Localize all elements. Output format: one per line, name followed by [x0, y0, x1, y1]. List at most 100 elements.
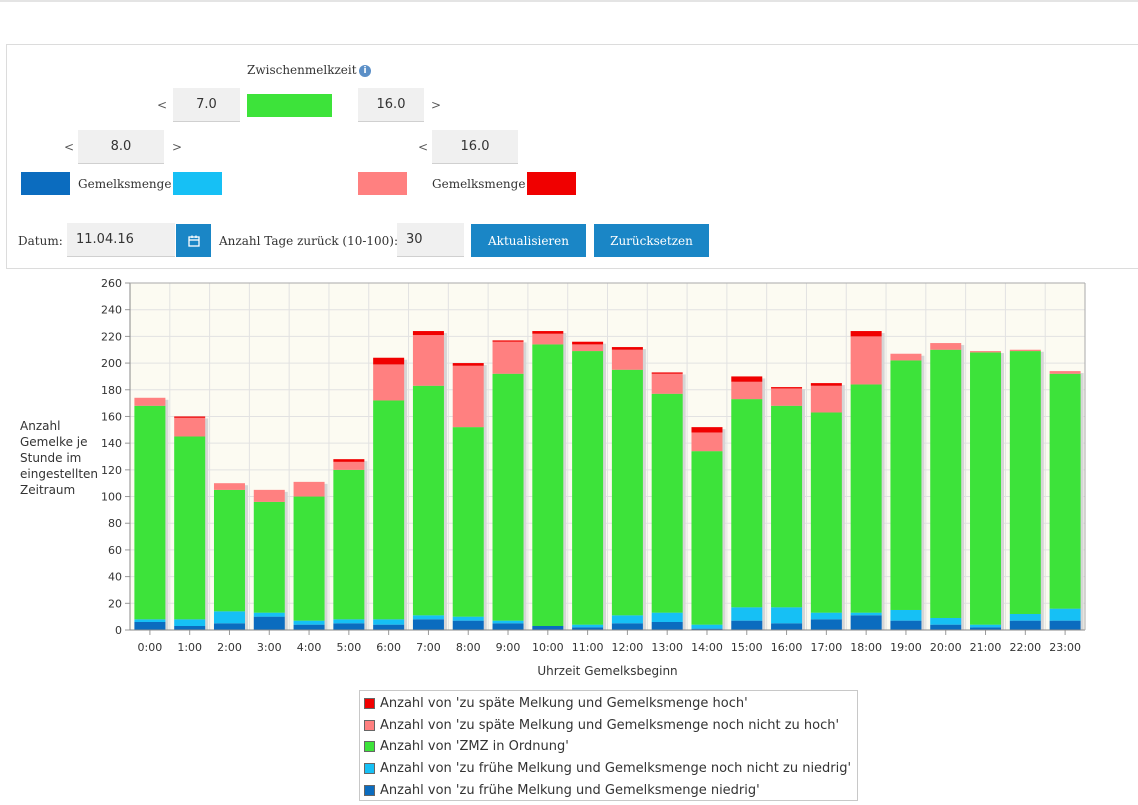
bar-segment[interactable]: [452, 620, 484, 630]
bar-segment[interactable]: [412, 335, 444, 386]
bar-segment[interactable]: [1049, 620, 1081, 630]
bar-segment[interactable]: [970, 351, 1002, 353]
zmz-low-input[interactable]: [173, 88, 240, 122]
bar-segment[interactable]: [890, 353, 922, 361]
bar-segment[interactable]: [771, 623, 803, 630]
bar-segment[interactable]: [1049, 608, 1081, 621]
bar-segment[interactable]: [651, 372, 683, 374]
bar-segment[interactable]: [412, 615, 444, 620]
bar-segment[interactable]: [253, 501, 285, 613]
bar-segment[interactable]: [293, 624, 325, 630]
calendar-button[interactable]: [176, 224, 211, 257]
bar-segment[interactable]: [810, 383, 842, 386]
bar-segment[interactable]: [373, 357, 405, 365]
bar-segment[interactable]: [492, 341, 524, 374]
bar-segment[interactable]: [1009, 613, 1041, 621]
bar-segment[interactable]: [731, 376, 763, 382]
amt-high-input[interactable]: [432, 130, 518, 164]
bar-segment[interactable]: [373, 364, 405, 401]
bar-segment[interactable]: [452, 427, 484, 617]
bar-segment[interactable]: [611, 623, 643, 630]
bar-segment[interactable]: [452, 363, 484, 366]
bar-segment[interactable]: [611, 369, 643, 616]
legend-item[interactable]: Anzahl von 'ZMZ in Ordnung': [364, 736, 853, 758]
bar-segment[interactable]: [810, 385, 842, 413]
bar-segment[interactable]: [174, 416, 206, 418]
bar-segment[interactable]: [810, 412, 842, 613]
bar-segment[interactable]: [731, 620, 763, 630]
bar-segment[interactable]: [572, 624, 604, 628]
bar-segment[interactable]: [532, 331, 564, 334]
bar-segment[interactable]: [1009, 351, 1041, 614]
days-input[interactable]: [397, 223, 464, 257]
bar-segment[interactable]: [691, 628, 723, 630]
bar-segment[interactable]: [1009, 620, 1041, 630]
bar-segment[interactable]: [810, 612, 842, 620]
bar-segment[interactable]: [850, 612, 882, 616]
bar-segment[interactable]: [293, 496, 325, 621]
bar-segment[interactable]: [810, 619, 842, 630]
bar-segment[interactable]: [373, 619, 405, 625]
bar-segment[interactable]: [293, 481, 325, 497]
bar-segment[interactable]: [771, 607, 803, 624]
bar-segment[interactable]: [532, 344, 564, 626]
update-button[interactable]: Aktualisieren: [471, 224, 586, 257]
bar-segment[interactable]: [572, 627, 604, 630]
bar-segment[interactable]: [771, 388, 803, 406]
bar-segment[interactable]: [731, 399, 763, 608]
bar-segment[interactable]: [213, 483, 245, 490]
bar-segment[interactable]: [970, 627, 1002, 630]
legend-item[interactable]: Anzahl von 'zu späte Melkung und Gemelks…: [364, 693, 853, 715]
bar-segment[interactable]: [850, 615, 882, 630]
bar-segment[interactable]: [174, 417, 206, 437]
bar-segment[interactable]: [771, 387, 803, 389]
bar-segment[interactable]: [930, 617, 962, 625]
bar-segment[interactable]: [253, 489, 285, 502]
date-input[interactable]: [67, 223, 175, 257]
bar-segment[interactable]: [134, 405, 166, 620]
bar-segment[interactable]: [134, 621, 166, 630]
bar-segment[interactable]: [691, 624, 723, 629]
bar-segment[interactable]: [1009, 349, 1041, 352]
bar-segment[interactable]: [412, 331, 444, 336]
bar-segment[interactable]: [930, 349, 962, 618]
bar-segment[interactable]: [373, 400, 405, 620]
bar-segment[interactable]: [452, 365, 484, 428]
bar-segment[interactable]: [572, 344, 604, 352]
bar-segment[interactable]: [731, 381, 763, 400]
bar-segment[interactable]: [572, 351, 604, 625]
bar-segment[interactable]: [611, 615, 643, 624]
bar-segment[interactable]: [1049, 371, 1081, 374]
bar-segment[interactable]: [134, 397, 166, 406]
bar-segment[interactable]: [930, 343, 962, 350]
reset-button[interactable]: Zurücksetzen: [594, 224, 709, 257]
bar-segment[interactable]: [691, 427, 723, 433]
bar-segment[interactable]: [134, 619, 166, 622]
bar-segment[interactable]: [333, 469, 365, 620]
bar-segment[interactable]: [253, 612, 285, 617]
bar-segment[interactable]: [970, 624, 1002, 628]
legend-item[interactable]: Anzahl von 'zu frühe Melkung und Gemelks…: [364, 758, 853, 780]
bar-segment[interactable]: [492, 623, 524, 630]
bar-segment[interactable]: [890, 360, 922, 610]
bar-segment[interactable]: [532, 625, 564, 630]
bar-segment[interactable]: [174, 436, 206, 620]
bar-segment[interactable]: [890, 609, 922, 621]
bar-segment[interactable]: [213, 611, 245, 624]
bar-segment[interactable]: [532, 333, 564, 345]
bar-segment[interactable]: [412, 619, 444, 630]
bar-segment[interactable]: [691, 451, 723, 625]
bar-segment[interactable]: [611, 349, 643, 370]
legend-item[interactable]: Anzahl von 'zu frühe Melkung und Gemelks…: [364, 779, 853, 801]
bar-segment[interactable]: [771, 405, 803, 608]
bar-segment[interactable]: [213, 623, 245, 630]
bar-segment[interactable]: [293, 620, 325, 625]
bar-segment[interactable]: [492, 340, 524, 342]
amt-low-input[interactable]: [78, 130, 164, 164]
bar-segment[interactable]: [492, 373, 524, 621]
bar-segment[interactable]: [253, 616, 285, 630]
bar-segment[interactable]: [651, 393, 683, 613]
bar-segment[interactable]: [651, 612, 683, 622]
bar-segment[interactable]: [611, 347, 643, 350]
bar-segment[interactable]: [492, 620, 524, 624]
